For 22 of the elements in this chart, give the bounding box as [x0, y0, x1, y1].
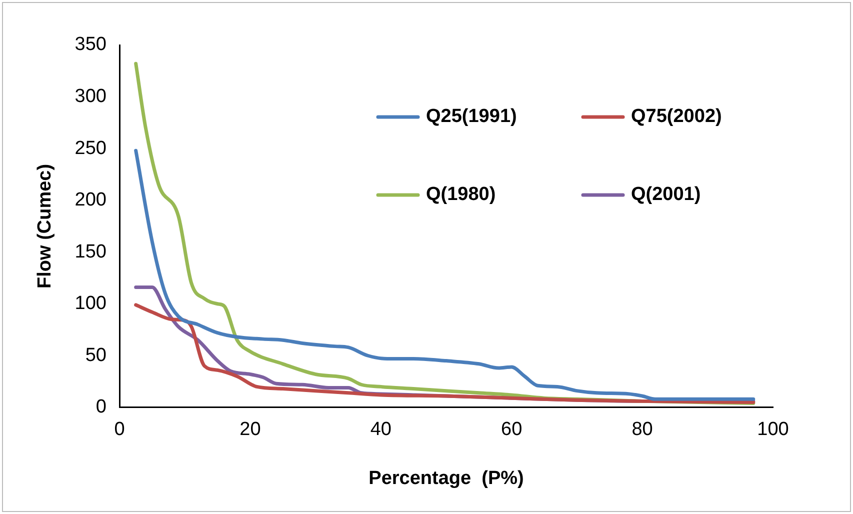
- legend-label: Q25(1991): [426, 106, 517, 128]
- x-tick-label: 60: [501, 419, 522, 440]
- x-tick-label: 80: [632, 419, 653, 440]
- y-tick-label: 250: [74, 138, 106, 159]
- y-tick-label: 300: [74, 86, 106, 108]
- y-tick-label: 0: [96, 396, 106, 418]
- y-tick-label: 50: [85, 344, 106, 366]
- y-tick-label: 150: [74, 241, 106, 262]
- x-tick-label: 100: [757, 419, 789, 440]
- y-tick-label: 200: [74, 190, 106, 211]
- y-axis-title: Flow (Cumec): [34, 164, 56, 288]
- x-tick-label: 40: [370, 419, 392, 440]
- legend-label: Q(1980): [426, 184, 496, 206]
- x-tick-label: 0: [114, 419, 125, 440]
- y-tick-label: 350: [74, 34, 106, 56]
- legend-label: Q75(2002): [631, 106, 722, 128]
- x-tick-label: 20: [240, 419, 261, 440]
- line-series: [134, 303, 756, 404]
- y-tick-label: 100: [74, 293, 106, 314]
- x-axis-title: Percentage (P%): [368, 468, 524, 489]
- legend-label: Q(2001): [631, 184, 701, 206]
- line-series: [134, 148, 756, 401]
